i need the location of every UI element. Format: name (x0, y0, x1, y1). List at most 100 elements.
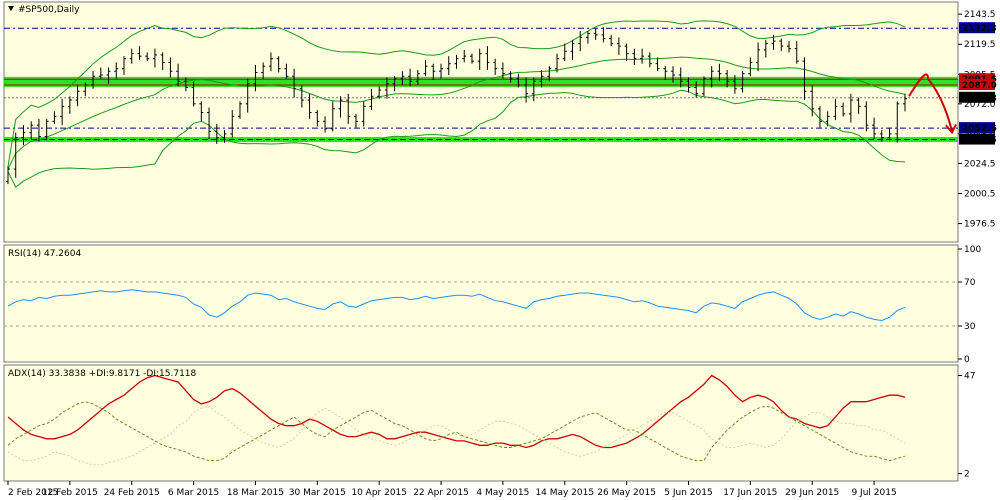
x-tick-label: 4 May 2015 (476, 488, 529, 498)
price-bar (701, 76, 706, 97)
price-bar (508, 71, 513, 83)
price-bar (160, 52, 165, 70)
bollinger-upper-line (7, 20, 906, 167)
main-y-tick-label: 2000.5 (964, 189, 996, 199)
forecast-arrow-head (945, 123, 957, 135)
price-bar (191, 81, 196, 107)
rsi-y-tick-label: 100 (964, 245, 981, 255)
price-bar (199, 101, 204, 122)
price-bar (237, 101, 242, 119)
x-tick-label: 18 Mar 2015 (227, 488, 284, 498)
price-bar (624, 43, 629, 62)
price-bar (400, 71, 405, 86)
price-bar (516, 73, 521, 88)
price-bar (771, 34, 776, 50)
price-bar (686, 77, 691, 93)
price-bar (245, 78, 250, 113)
price-bar (137, 46, 142, 60)
price-bar (214, 123, 219, 144)
price-bar (841, 102, 846, 117)
bollinger-lower-line (7, 89, 906, 188)
rsi-chart-layer: 100 70 30 0 (4, 245, 981, 365)
main-y-tick-label: 2024.5 (964, 159, 996, 169)
price-bar (13, 132, 18, 178)
price-bar (879, 130, 884, 142)
price-bar (261, 62, 266, 79)
price-bar (531, 77, 536, 102)
price-bar (524, 77, 529, 103)
price-bar (207, 107, 212, 139)
price-bar (454, 54, 459, 69)
x-tick-label: 30 Mar 2015 (289, 488, 346, 498)
price-bar (75, 85, 80, 107)
price-bar (253, 64, 258, 92)
price-bar (361, 101, 366, 127)
x-tick-label: 9 Jul 2015 (851, 488, 896, 498)
price-bar (647, 52, 652, 68)
price-label-box (959, 122, 995, 134)
price-bar (802, 57, 807, 101)
price-bar (547, 66, 552, 82)
adx-y-tick-label: 2 (964, 470, 970, 480)
price-bar (500, 62, 505, 79)
x-tick-label: 5 Jun 2015 (664, 488, 712, 498)
price-bar (176, 63, 181, 87)
price-bar (825, 111, 830, 127)
x-tick-label: 26 May 2015 (597, 488, 656, 498)
price-bar (276, 56, 281, 73)
price-bar (748, 57, 753, 77)
price-bar (671, 66, 676, 83)
price-label-text: 2052.6 (962, 124, 997, 134)
price-bar (810, 85, 815, 117)
price-bar (83, 82, 88, 97)
rsi-panel[interactable] (3, 244, 959, 363)
price-bar (168, 57, 173, 78)
price-bar (230, 110, 235, 138)
price-bar (408, 68, 413, 87)
price-bar (36, 118, 41, 142)
window-menu-icon[interactable] (8, 6, 14, 11)
x-tick-label: 14 May 2015 (535, 488, 594, 498)
price-bar (570, 39, 575, 60)
price-bar (268, 52, 273, 72)
bollinger-middle-line (7, 56, 906, 170)
main-y-tick-label: 2143.5 (964, 10, 996, 20)
price-bar (562, 43, 567, 62)
price-bar (67, 96, 72, 114)
price-bar (678, 67, 683, 88)
price-bar (439, 63, 444, 79)
price-bar (725, 69, 730, 88)
adx-title: ADX(14) 33.3838 +DI:9.8171 -DI:15.7118 (8, 369, 197, 379)
price-bar (98, 67, 103, 79)
price-bar (462, 49, 467, 63)
price-bar (887, 127, 892, 141)
rsi-y-tick-label: 70 (964, 278, 976, 288)
price-bar (29, 121, 34, 139)
price-bar (895, 101, 900, 143)
adx-y-tick-label: 47 (964, 372, 975, 382)
main-panel[interactable] (3, 1, 959, 243)
price-bar (384, 77, 389, 99)
price-bar (292, 68, 297, 98)
adx-chart-layer: 47 2 (7, 372, 975, 480)
price-bar (431, 63, 436, 80)
price-label-text: 2087.0 (962, 81, 997, 91)
main-y-tick-label: 1976.5 (964, 220, 996, 230)
price-label-box (959, 73, 995, 85)
price-bar (779, 38, 784, 52)
adx-panel[interactable] (3, 364, 959, 482)
price-bar (315, 110, 320, 127)
price-bar (763, 39, 768, 58)
main-chart-title: #SP500,Daily (18, 5, 80, 15)
price-bar (493, 58, 498, 75)
x-tick-label: 24 Feb 2015 (104, 488, 160, 498)
price-bar (856, 97, 861, 114)
price-bar (423, 59, 428, 77)
price-bar (222, 130, 227, 143)
price-bar (663, 66, 668, 80)
price-bar (330, 101, 335, 132)
price-bar (52, 111, 57, 124)
price-label-text: 2043.5 (962, 136, 997, 146)
price-bar (585, 31, 590, 44)
price-bar (609, 34, 614, 47)
